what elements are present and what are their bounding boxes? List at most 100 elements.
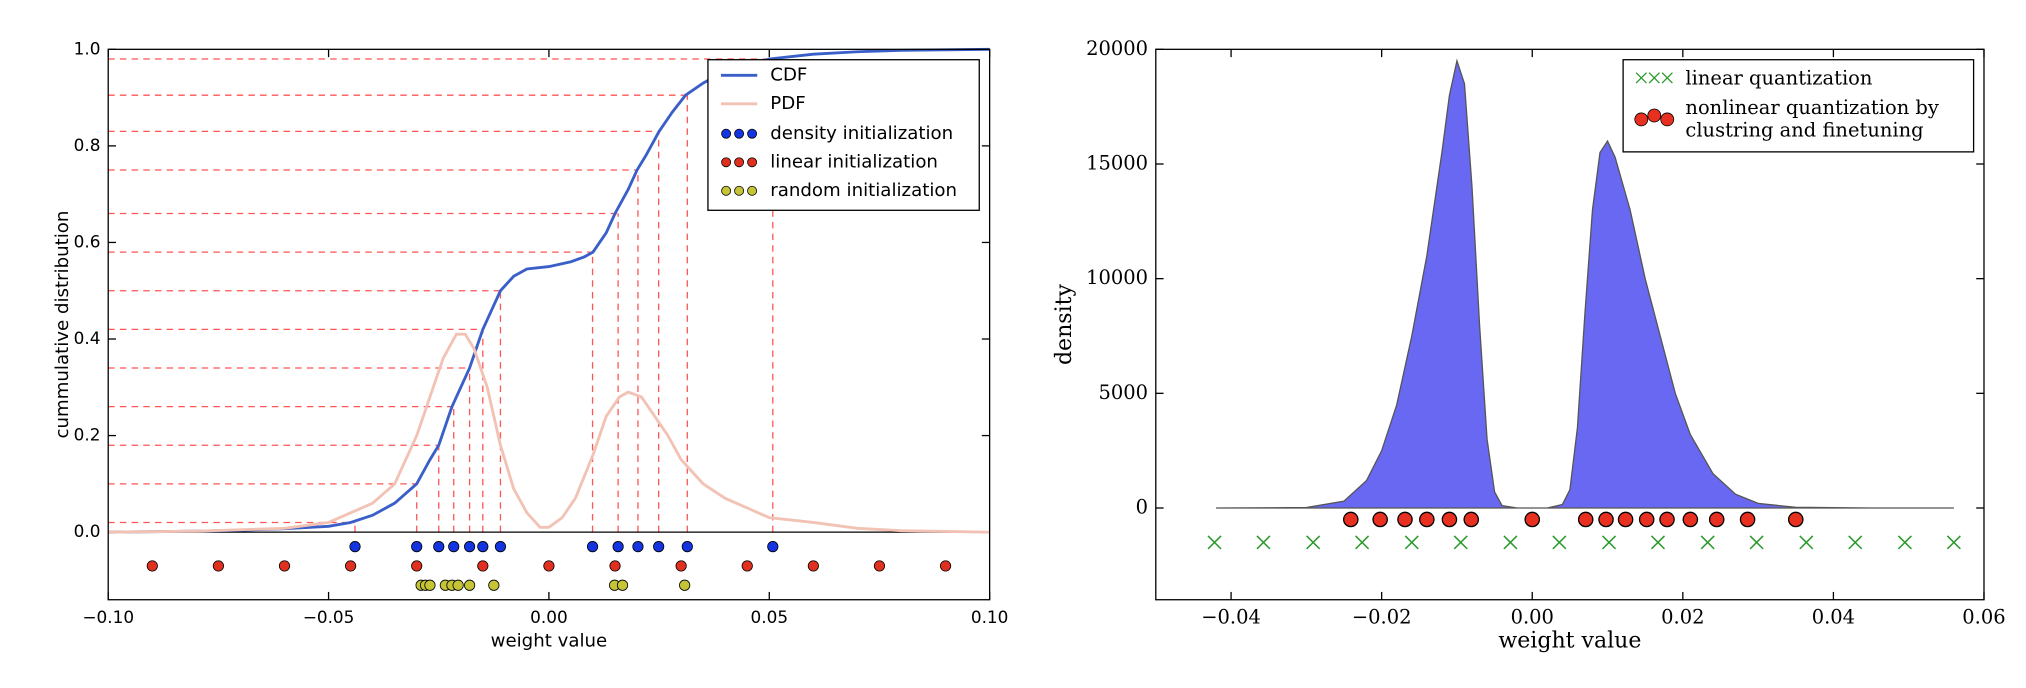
point (494, 541, 507, 553)
y-tick-label: 0.0 (74, 521, 101, 541)
legend-marker (1660, 112, 1675, 127)
legend-marker (1647, 108, 1662, 123)
legend-label-box: nonlinear quantization by clustring and … (1685, 96, 1939, 142)
point (807, 560, 819, 572)
x-tick-label: −0.10 (82, 607, 134, 627)
x-tick-label: 0.00 (1511, 605, 1554, 628)
line (108, 332, 990, 534)
point (1463, 511, 1480, 528)
point (609, 560, 621, 572)
legend-marker (721, 157, 732, 168)
y-tick-label: 5000 (1098, 381, 1148, 404)
y-tick-label: 1.0 (74, 38, 101, 58)
legend-marker (1634, 112, 1649, 127)
legend-marker (734, 157, 745, 168)
point (1207, 535, 1222, 550)
point (1372, 511, 1388, 528)
legend-label: linear quantization (1685, 65, 1873, 89)
point (488, 579, 500, 591)
point (1602, 535, 1617, 550)
y-tick-label: 0.4 (74, 328, 101, 348)
legend-label-box: random initialization (770, 179, 958, 201)
chart: −0.10 −0.05 0.00 0.05 0.10 0.0 0.2 0.4 0.6 0.8 1.0… (52, 38, 1009, 651)
point (1617, 511, 1634, 528)
y-tick-label: 0.2 (74, 425, 101, 445)
legend-label: nonlinear quantization by clustring and … (1685, 96, 1939, 142)
point (1524, 511, 1541, 528)
x-tick-label: −0.02 (1352, 605, 1412, 628)
plot-frame (107, 48, 991, 601)
plot-frame (1155, 48, 1985, 601)
point (632, 541, 644, 553)
legend-marker (747, 128, 758, 139)
x-tick-label: −0.05 (303, 607, 355, 627)
y-axis-label: cummulative distribution (52, 211, 73, 439)
legend-marker (1648, 72, 1660, 84)
point (411, 560, 423, 572)
point (1598, 511, 1614, 528)
x-tick-label: 0.00 (530, 607, 568, 627)
point (448, 541, 460, 553)
point (1404, 535, 1419, 550)
legend-label: PDF (770, 92, 806, 114)
point (679, 579, 691, 591)
legend-label-box: linear quantization (1685, 65, 1873, 89)
legend-box (1622, 59, 1975, 153)
point (1659, 511, 1675, 528)
legend-label-box: PDF (770, 92, 806, 114)
x-tick-label: 0.02 (1661, 605, 1704, 628)
point (146, 560, 158, 572)
legend-marker (1661, 72, 1673, 84)
y-tick-label: 0.6 (74, 231, 101, 251)
point (1503, 535, 1518, 550)
point (586, 541, 599, 553)
legend-marker (747, 157, 758, 168)
legend-marker (747, 185, 758, 196)
point (1848, 535, 1863, 550)
point (1708, 511, 1725, 528)
point (1749, 535, 1764, 550)
point (411, 541, 423, 553)
point (1306, 535, 1321, 550)
point (767, 541, 779, 553)
point (1343, 511, 1359, 528)
y-axis-label: density (1052, 283, 1077, 365)
y-tick-label: 10000 (1086, 266, 1148, 289)
legend-marker (734, 128, 745, 139)
legend-label-box: CDF (770, 64, 807, 85)
y-tick-label: 0.8 (74, 135, 101, 155)
legend-label: random initialization (770, 179, 958, 201)
point (1650, 535, 1666, 550)
x-tick-label: 0.06 (1962, 605, 2005, 628)
point (1787, 511, 1804, 528)
legend-label: density initialization (770, 122, 954, 144)
point (349, 541, 361, 553)
x-tick-label: 0.10 (971, 607, 1009, 627)
x-tick-label: −0.04 (1201, 605, 1261, 628)
point (612, 541, 624, 553)
legend-marker (721, 185, 732, 196)
point (616, 579, 629, 591)
point (278, 560, 291, 572)
point (1682, 511, 1699, 528)
point (1946, 535, 1961, 550)
legend-label: linear initialization (770, 151, 938, 172)
legend-marker (734, 185, 745, 196)
point (653, 541, 665, 553)
point (1256, 535, 1271, 550)
legend-label-box: linear initialization (770, 151, 938, 172)
point (1700, 535, 1715, 550)
point (1739, 511, 1756, 528)
point (452, 579, 464, 591)
point (675, 560, 687, 572)
point (873, 560, 886, 572)
legend-marker (1635, 72, 1647, 84)
point (681, 541, 693, 553)
point (345, 560, 357, 572)
point (543, 560, 555, 572)
point (424, 579, 436, 591)
point (464, 579, 476, 591)
point (464, 541, 476, 553)
point (1397, 511, 1413, 528)
